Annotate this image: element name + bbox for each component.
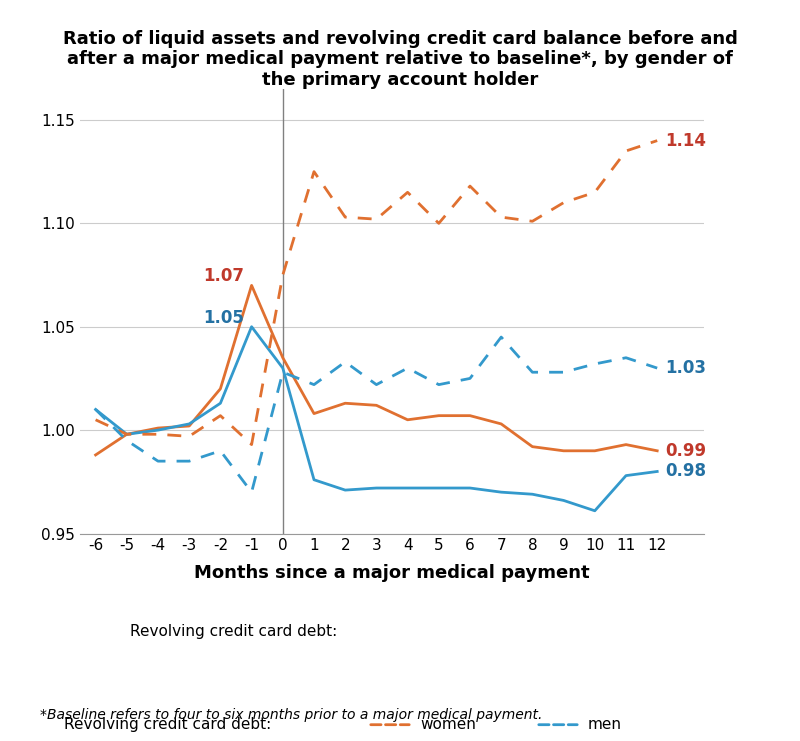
Text: women: women [420,717,476,732]
X-axis label: Months since a major medical payment: Months since a major medical payment [194,565,590,582]
Text: *Baseline refers to four to six months prior to a major medical payment.: *Baseline refers to four to six months p… [40,708,542,722]
Text: men: men [588,717,622,732]
Text: 0.99: 0.99 [665,442,706,460]
Text: 1.07: 1.07 [203,268,244,285]
Text: 0.98: 0.98 [665,462,706,480]
Text: 1.14: 1.14 [665,132,706,150]
Text: 1.03: 1.03 [665,359,706,377]
Text: Ratio of liquid assets and revolving credit card balance before and
after a majo: Ratio of liquid assets and revolving cre… [62,30,738,89]
Text: 1.05: 1.05 [203,309,244,327]
Text: Revolving credit card debt:: Revolving credit card debt: [130,624,337,639]
Text: Revolving credit card debt:: Revolving credit card debt: [64,717,271,732]
